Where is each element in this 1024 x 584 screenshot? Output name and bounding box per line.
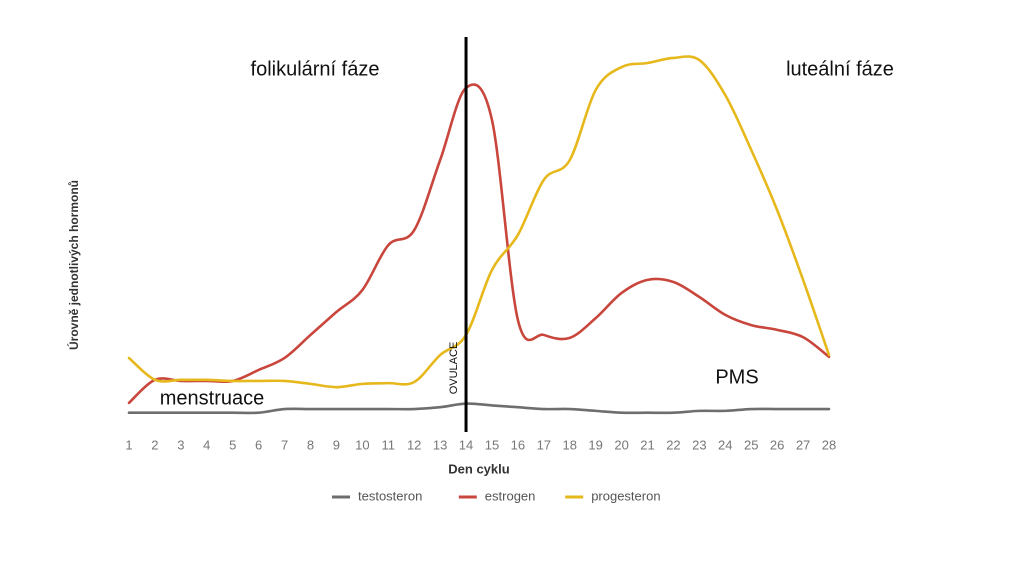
ovulation-label: OVULACE — [448, 342, 460, 395]
x-tick-label: 12 — [407, 437, 421, 452]
line-series — [127, 402, 831, 415]
x-tick-label: 13 — [433, 437, 447, 452]
x-tick-label: 28 — [822, 437, 836, 452]
x-tick-label: 7 — [281, 437, 288, 452]
legend-label: progesteron — [591, 488, 660, 503]
x-tick-label: 26 — [770, 437, 784, 452]
x-tick-label: 3 — [177, 437, 184, 452]
x-tick-label: 16 — [511, 437, 525, 452]
x-tick-label: 6 — [255, 437, 262, 452]
annotation: folikulární fáze — [251, 58, 380, 80]
legend-label: estrogen — [485, 488, 536, 503]
x-tick-label: 11 — [382, 437, 396, 452]
x-tick-label: 27 — [796, 437, 810, 452]
x-tick-label: 4 — [203, 437, 210, 452]
annotation: luteální fáze — [786, 58, 894, 80]
x-tick-label: 9 — [333, 437, 340, 452]
x-tick-label: 19 — [588, 437, 602, 452]
x-tick-label: 10 — [355, 437, 369, 452]
x-tick-label: 20 — [614, 437, 628, 452]
x-tick-label: 22 — [666, 437, 680, 452]
x-tick-label: 21 — [640, 437, 654, 452]
x-tick-label: 23 — [692, 437, 706, 452]
x-tick-label: 17 — [537, 437, 551, 452]
x-tick-label: 15 — [485, 437, 499, 452]
x-tick-label: 1 — [125, 437, 132, 452]
x-tick-label: 2 — [151, 437, 158, 452]
legend-label: testosteron — [358, 488, 422, 503]
x-tick-label: 5 — [229, 437, 236, 452]
line-series — [127, 83, 831, 405]
x-tick-label: 25 — [744, 437, 758, 452]
x-tick-label: 18 — [563, 437, 577, 452]
x-tick-label: 14 — [459, 437, 473, 452]
annotation: menstruace — [160, 387, 265, 409]
y-axis-label: Úrovně jednotlivých hormonů — [66, 180, 81, 350]
annotation: PMS — [715, 366, 758, 388]
line-series — [127, 55, 831, 389]
x-tick-label: 24 — [718, 437, 732, 452]
x-axis-label: Den cyklu — [448, 461, 509, 476]
x-tick-label: 8 — [307, 437, 314, 452]
